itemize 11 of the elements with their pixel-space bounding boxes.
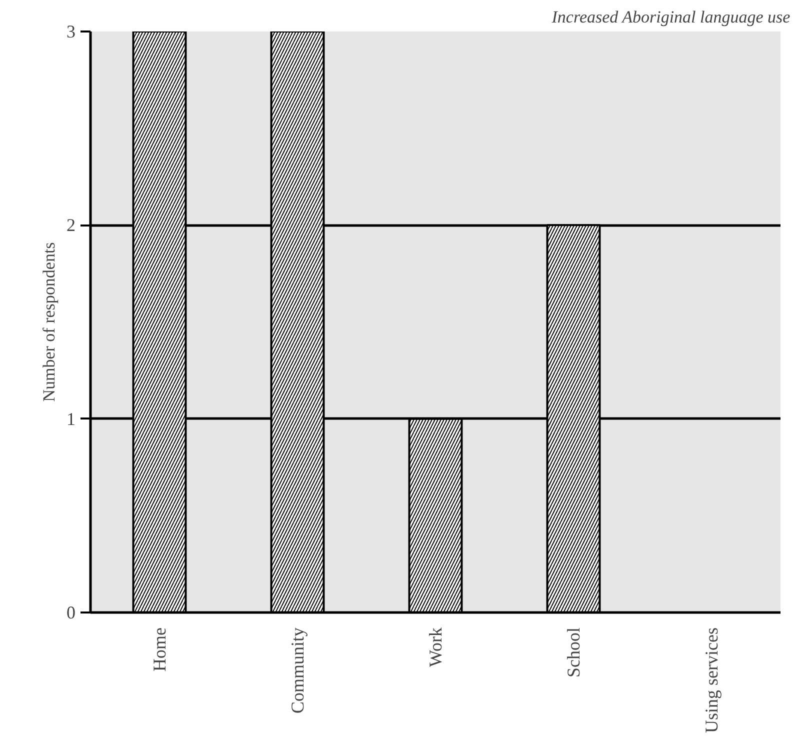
y-axis-title: Number of respondents [40, 242, 58, 402]
y-tick-label: 2 [66, 215, 76, 236]
x-tick-label: Work [426, 627, 446, 668]
y-tick-label: 3 [66, 22, 76, 42]
x-tick-label: Home [150, 627, 170, 672]
chart-title: Increased Aboriginal language use [550, 8, 791, 26]
x-tick-label: School [564, 627, 584, 678]
x-tick-label: Community [288, 627, 308, 714]
y-tick-label: 1 [66, 408, 76, 429]
y-tick-label: 0 [66, 602, 76, 622]
x-tick-label: Using services [702, 627, 722, 733]
